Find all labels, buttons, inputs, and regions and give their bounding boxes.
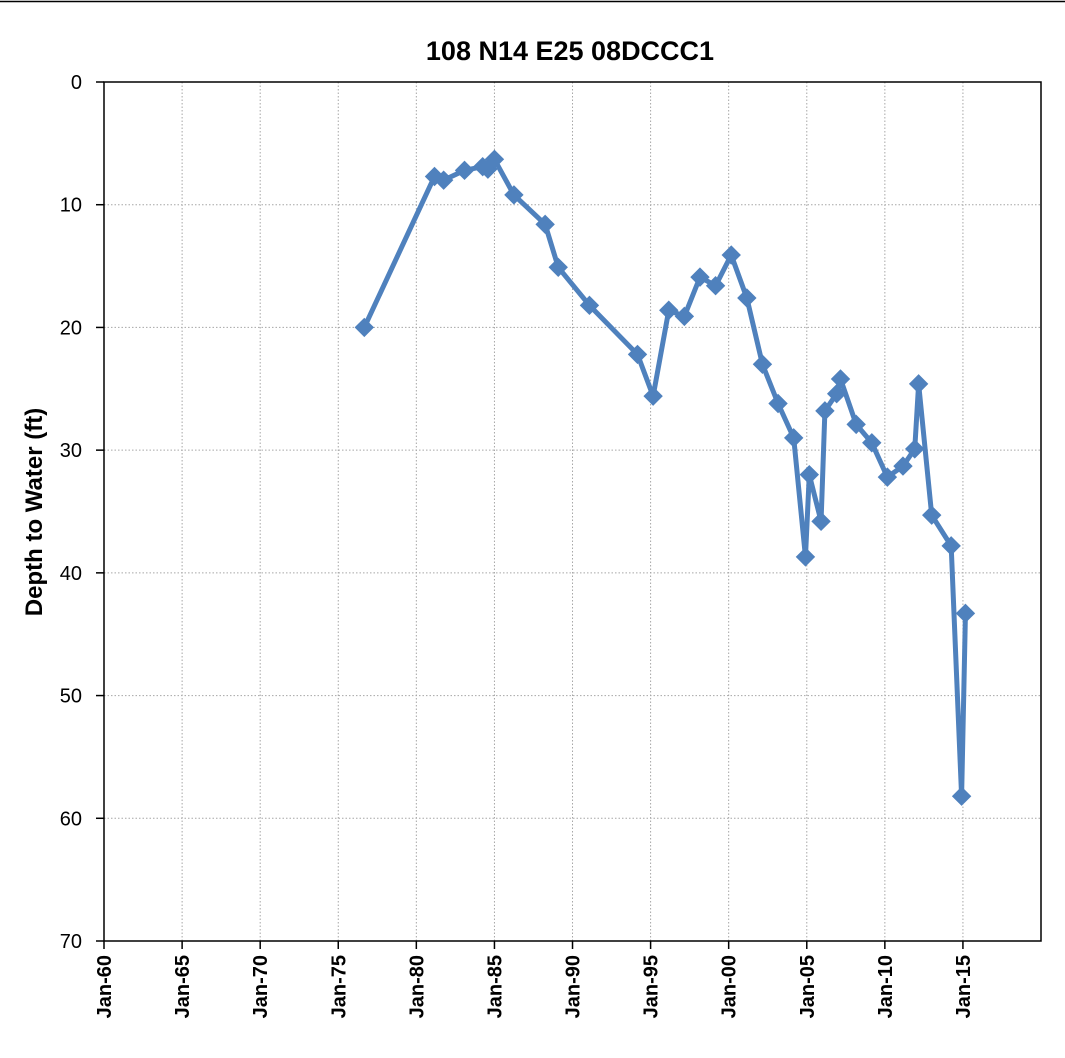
y-tick-label: 0 [71, 72, 82, 94]
y-tick-label: 20 [60, 317, 82, 339]
data-point-marker [811, 511, 831, 532]
y-tick-label: 40 [60, 563, 82, 585]
data-point-marker [955, 603, 976, 624]
x-tick-label: Jan-75 [328, 955, 350, 1018]
data-point-marker [504, 185, 524, 205]
data-point-marker [548, 257, 568, 278]
x-tick-label: Jan-10 [875, 955, 897, 1018]
x-tick-label: Jan-90 [563, 955, 585, 1018]
data-point-marker [752, 354, 773, 374]
data-point-marker [674, 306, 695, 327]
data-point-marker [908, 374, 929, 394]
data-point-marker [799, 464, 820, 485]
y-tick-labels: 0 10 20 30 40 50 60 70 [60, 72, 82, 953]
y-axis-label: Depth to Water (ft) [21, 408, 48, 616]
data-point-marker [484, 149, 505, 170]
data-point-marker [690, 267, 710, 287]
data-point-marker [783, 428, 804, 448]
data-point-marker [627, 344, 648, 365]
axes [96, 81, 1042, 949]
x-tick-label: Jan-00 [719, 955, 741, 1018]
x-tick-label: Jan-15 [953, 955, 975, 1018]
x-tick-label: Jan-85 [484, 955, 506, 1018]
x-tick-label: Jan-95 [641, 955, 663, 1018]
data-point-marker [535, 214, 555, 235]
data-point-marker [643, 386, 663, 406]
data-point-marker [705, 275, 726, 296]
data-point-marker [941, 536, 961, 556]
y-tick-label: 70 [60, 931, 82, 953]
x-tick-labels: Jan-60 Jan-65 Jan-70 Jan-75 Jan-80 Jan-85 Jan-… [94, 955, 975, 1018]
data-point-marker [579, 295, 600, 316]
x-tick-label: Jan-60 [94, 955, 116, 1018]
x-tick-label: Jan-70 [250, 955, 272, 1018]
x-tick-label: Jan-65 [172, 955, 194, 1018]
data-point-marker [826, 383, 847, 404]
data-point-marker [768, 393, 788, 414]
data-point-marker [737, 288, 757, 308]
data-point-marker [922, 505, 942, 525]
data-point-marker [905, 439, 925, 459]
y-tick-label: 30 [60, 440, 82, 462]
data-point-marker [862, 433, 882, 453]
x-tick-label: Jan-80 [406, 955, 428, 1018]
data-point-marker [795, 547, 816, 567]
y-tick-label: 60 [60, 808, 82, 830]
plot-frame [103, 81, 1042, 942]
data-point-marker [354, 317, 375, 338]
data-point-marker [815, 401, 835, 421]
data-point-marker [877, 467, 898, 487]
chart-title: 108 N14 E25 08DCCC1 [426, 36, 714, 66]
x-tick-label: Jan-05 [797, 955, 819, 1018]
gridlines [104, 82, 1041, 941]
y-tick-label: 50 [60, 686, 82, 708]
data-point-marker [951, 786, 972, 806]
data-point-marker [433, 170, 454, 190]
y-tick-label: 10 [60, 195, 82, 217]
data-point-marker [830, 369, 851, 389]
data-point-marker [893, 456, 913, 476]
data-point-marker [454, 160, 475, 181]
series-line [361, 156, 968, 799]
data-series [354, 149, 976, 806]
data-point-marker [846, 414, 866, 435]
data-point-marker [659, 300, 679, 320]
data-point-marker [721, 245, 741, 265]
